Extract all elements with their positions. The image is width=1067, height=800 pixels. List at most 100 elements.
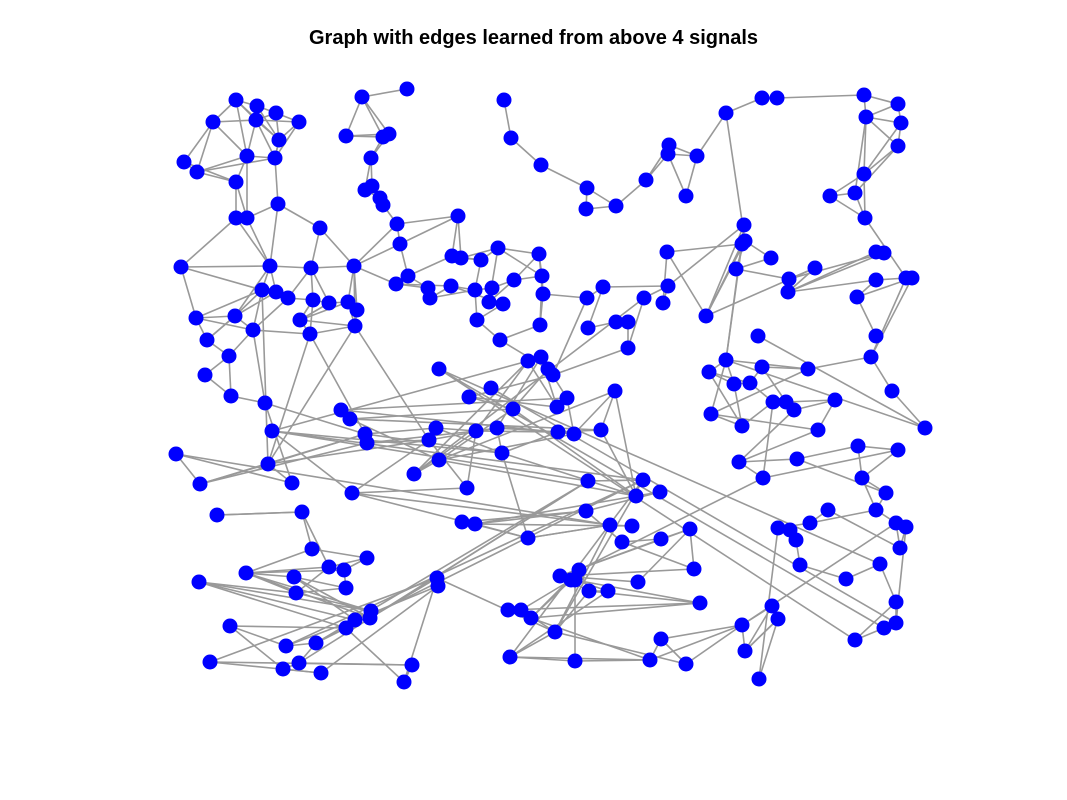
- graph-node: [268, 284, 284, 300]
- graph-edge: [351, 492, 529, 539]
- graph-node: [608, 314, 624, 330]
- graph-edge: [854, 601, 897, 641]
- graph-node: [884, 383, 900, 399]
- graph-node: [780, 284, 796, 300]
- graph-node: [228, 210, 244, 226]
- graph-node: [523, 610, 539, 626]
- graph-edge: [870, 277, 913, 358]
- graph-edge: [738, 409, 795, 463]
- graph-node: [856, 87, 872, 103]
- graph-node: [467, 516, 483, 532]
- graph-node: [624, 518, 640, 534]
- graph-node: [531, 246, 547, 262]
- graph-edge: [196, 157, 276, 173]
- graph-node: [580, 320, 596, 336]
- graph-edge: [787, 252, 885, 293]
- graph-node: [392, 236, 408, 252]
- graph-edge: [474, 495, 637, 525]
- graph-edge: [696, 112, 727, 157]
- graph-edge: [180, 217, 237, 268]
- graph-edge: [353, 223, 398, 267]
- graph-edge: [196, 155, 248, 173]
- graph-node: [168, 446, 184, 462]
- graph-node: [863, 349, 879, 365]
- graph-edge: [413, 360, 529, 475]
- graph-edge: [199, 433, 366, 485]
- graph-node: [506, 272, 522, 288]
- graph-node: [338, 620, 354, 636]
- graph-node: [400, 268, 416, 284]
- graph-node: [763, 250, 779, 266]
- graph-node: [399, 81, 415, 97]
- graph-node: [404, 657, 420, 673]
- graph-node: [728, 261, 744, 277]
- graph-edge: [863, 116, 867, 175]
- graph-edge: [863, 122, 902, 175]
- graph-node: [620, 314, 636, 330]
- graph-edge: [198, 581, 356, 621]
- graph-node: [636, 290, 652, 306]
- graph-node: [857, 210, 873, 226]
- graph-node: [406, 466, 422, 482]
- graph-node: [781, 271, 797, 287]
- graph-node: [294, 504, 310, 520]
- graph-node: [770, 611, 786, 627]
- graph-node: [494, 445, 510, 461]
- graph-edge: [245, 548, 313, 574]
- graph-edge: [319, 227, 355, 267]
- graph-node: [742, 375, 758, 391]
- graph-edge: [234, 265, 271, 317]
- graph-node: [578, 503, 594, 519]
- graph-node: [227, 308, 243, 324]
- graph-node: [602, 517, 618, 533]
- graph-node: [520, 353, 536, 369]
- graph-edge: [762, 449, 899, 479]
- graph-node: [338, 580, 354, 596]
- graph-node: [430, 578, 446, 594]
- graph-edge: [762, 401, 774, 479]
- graph-node: [642, 652, 658, 668]
- graph-edge: [501, 452, 637, 497]
- graph-node: [810, 422, 826, 438]
- graph-edge: [587, 479, 644, 482]
- graph-node: [520, 530, 536, 546]
- graph-edge: [428, 427, 498, 441]
- graph-node: [608, 198, 624, 214]
- graph-edge: [490, 387, 897, 624]
- graph-node: [305, 292, 321, 308]
- graph-node: [239, 148, 255, 164]
- graph-edge: [796, 445, 859, 460]
- graph-edge: [295, 587, 347, 594]
- chart-title: Graph with edges learned from above 4 si…: [308, 27, 758, 49]
- graph-node: [513, 602, 529, 618]
- graph-edge: [496, 356, 542, 429]
- graph-node: [682, 521, 698, 537]
- graph-node: [692, 595, 708, 611]
- graph-edge: [870, 277, 907, 358]
- graph-node: [389, 216, 405, 232]
- graph-edge: [399, 215, 459, 245]
- graph-edge: [667, 153, 687, 197]
- graph-edge: [552, 347, 629, 376]
- graph-node: [678, 188, 694, 204]
- graph-node: [249, 98, 265, 114]
- graph-node: [856, 166, 872, 182]
- graph-edge: [234, 291, 277, 317]
- graph-node: [701, 364, 717, 380]
- graph-node: [291, 655, 307, 671]
- graph-edge: [649, 624, 743, 661]
- edges-layer: [175, 88, 926, 683]
- graph-node: [495, 296, 511, 312]
- graph-node: [347, 318, 363, 334]
- graph-edge: [854, 145, 899, 194]
- graph-edge: [271, 430, 644, 481]
- graph-node: [789, 451, 805, 467]
- graph-edge: [407, 255, 453, 277]
- graph-node: [659, 244, 675, 260]
- graph-node: [396, 674, 412, 690]
- graph-node: [652, 484, 668, 500]
- graph-node: [893, 115, 909, 131]
- graph-node: [431, 361, 447, 377]
- graph-edge: [776, 94, 865, 99]
- graph-edge: [267, 333, 311, 465]
